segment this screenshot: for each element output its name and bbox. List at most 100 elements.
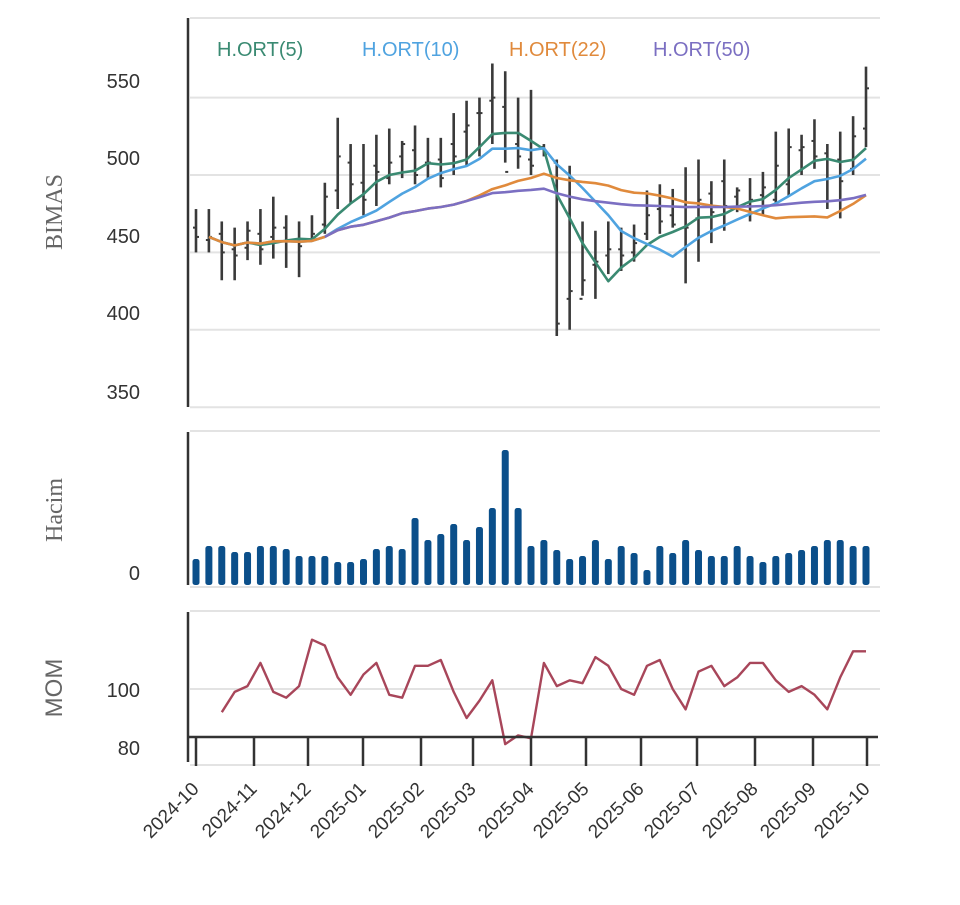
ohlc-bar — [502, 71, 509, 173]
ohlc-bar — [321, 182, 328, 234]
volume-bar — [862, 546, 870, 585]
ohlc-bar — [373, 134, 380, 206]
ohlc-bar — [347, 144, 354, 203]
volume-bar — [282, 549, 290, 585]
volume-bar — [385, 546, 393, 585]
ohlc-bar — [193, 209, 199, 253]
volume-bar — [334, 562, 342, 585]
legend-ma5: H.ORT(5) — [217, 39, 303, 61]
volume-bar — [256, 546, 264, 585]
ohlc-bar — [437, 137, 444, 188]
price-tick-550: 550 — [107, 71, 140, 93]
ohlc-bars — [193, 63, 869, 336]
ohlc-bar — [721, 159, 728, 231]
volume-bar — [527, 546, 535, 585]
price-tick-450: 450 — [107, 226, 140, 248]
ohlc-bar — [631, 224, 638, 262]
volume-bar — [669, 553, 677, 585]
volume-bar — [604, 559, 612, 585]
ohlc-bar — [618, 227, 625, 271]
ohlc-bar — [669, 188, 676, 228]
ohlc-bar — [424, 137, 431, 179]
ma22-line — [208, 172, 867, 247]
volume-bar — [656, 546, 664, 585]
volume-bar — [372, 549, 380, 585]
ohlc-bar — [244, 221, 251, 261]
ohlc-bar — [605, 221, 612, 275]
volume-bar — [733, 546, 741, 585]
x-axis-tick-labels: 2024-102024-112024-122025-012025-022025-… — [139, 778, 874, 842]
volume-bar — [746, 556, 754, 585]
volume-bar — [411, 518, 419, 585]
x-tick-label: 2025-03 — [416, 779, 480, 843]
ohlc-bar — [296, 221, 303, 278]
ohlc-bar — [412, 125, 419, 185]
price-tick-350: 350 — [107, 382, 140, 404]
ohlc-bar — [708, 181, 715, 244]
x-tick-label: 2024-10 — [139, 779, 203, 843]
ohlc-bar — [334, 117, 341, 210]
ohlc-bar — [824, 144, 831, 210]
moving-average-lines — [208, 131, 867, 283]
x-tick-label: 2025-04 — [474, 778, 538, 842]
volume-ylabel: Hacim — [42, 478, 68, 542]
volume-bar — [424, 540, 432, 585]
volume-bar — [192, 559, 200, 585]
volume-tick-0: 0 — [129, 563, 140, 585]
volume-bar — [759, 562, 767, 585]
legend-ma10: H.ORT(10) — [362, 39, 459, 61]
ohlc-bar — [360, 144, 367, 216]
mom-ylabel: MOM — [41, 659, 68, 718]
price-y-tick-labels: 550 500 450 400 350 — [107, 71, 140, 404]
ohlc-bar — [566, 165, 573, 330]
legend-ma50: H.ORT(50) — [653, 39, 750, 61]
volume-bar — [553, 550, 561, 585]
ohlc-bar — [643, 190, 650, 241]
volume-bar — [450, 524, 458, 585]
volume-bar — [488, 508, 496, 585]
legend: H.ORT(5) H.ORT(10) H.ORT(22) H.ORT(50) — [217, 39, 750, 61]
volume-bar — [501, 450, 509, 585]
x-tick-label: 2024-12 — [251, 779, 315, 843]
momentum-path — [220, 638, 866, 746]
ohlc-bar — [489, 63, 496, 145]
ohlc-bar — [863, 66, 869, 148]
volume-bar — [475, 527, 483, 585]
price-tick-500: 500 — [107, 148, 140, 170]
volume-bar — [540, 540, 548, 585]
ohlc-bar — [270, 196, 277, 259]
x-tick-label: 2025-05 — [529, 779, 593, 843]
x-tick-label: 2025-01 — [306, 779, 370, 843]
price-tick-400: 400 — [107, 303, 140, 325]
volume-bar — [218, 546, 226, 585]
volume-bar — [463, 540, 471, 585]
momentum-line — [220, 638, 866, 746]
x-tick-label: 2025-02 — [364, 779, 428, 843]
volume-panel: Hacim 0 — [42, 430, 880, 588]
mom-tick-80: 80 — [118, 738, 140, 760]
x-tick-label: 2025-08 — [698, 779, 762, 843]
volume-bar — [269, 546, 277, 585]
volume-bar — [682, 540, 690, 585]
volume-bar — [566, 559, 574, 585]
price-ylabel: BIMAS — [42, 174, 68, 250]
ohlc-bar — [231, 227, 238, 281]
volume-bar — [720, 556, 728, 585]
volume-bar — [617, 546, 625, 585]
x-tick-label: 2025-09 — [756, 779, 820, 843]
volume-bar — [798, 550, 806, 585]
volume-bar — [398, 549, 406, 585]
ohlc-bar — [463, 100, 470, 166]
price-gridlines — [190, 17, 880, 409]
volume-bar — [836, 540, 844, 585]
volume-bar — [308, 556, 316, 585]
x-axis-ticks — [194, 737, 869, 766]
x-tick-label: 2025-07 — [640, 779, 704, 843]
volume-bar — [579, 556, 587, 585]
volume-bar — [810, 546, 818, 585]
mom-tick-100: 100 — [107, 680, 140, 702]
volume-bar — [437, 534, 445, 585]
ohlc-bar — [772, 131, 779, 206]
x-axis: 2024-102024-112024-122025-012025-022025-… — [139, 735, 878, 843]
